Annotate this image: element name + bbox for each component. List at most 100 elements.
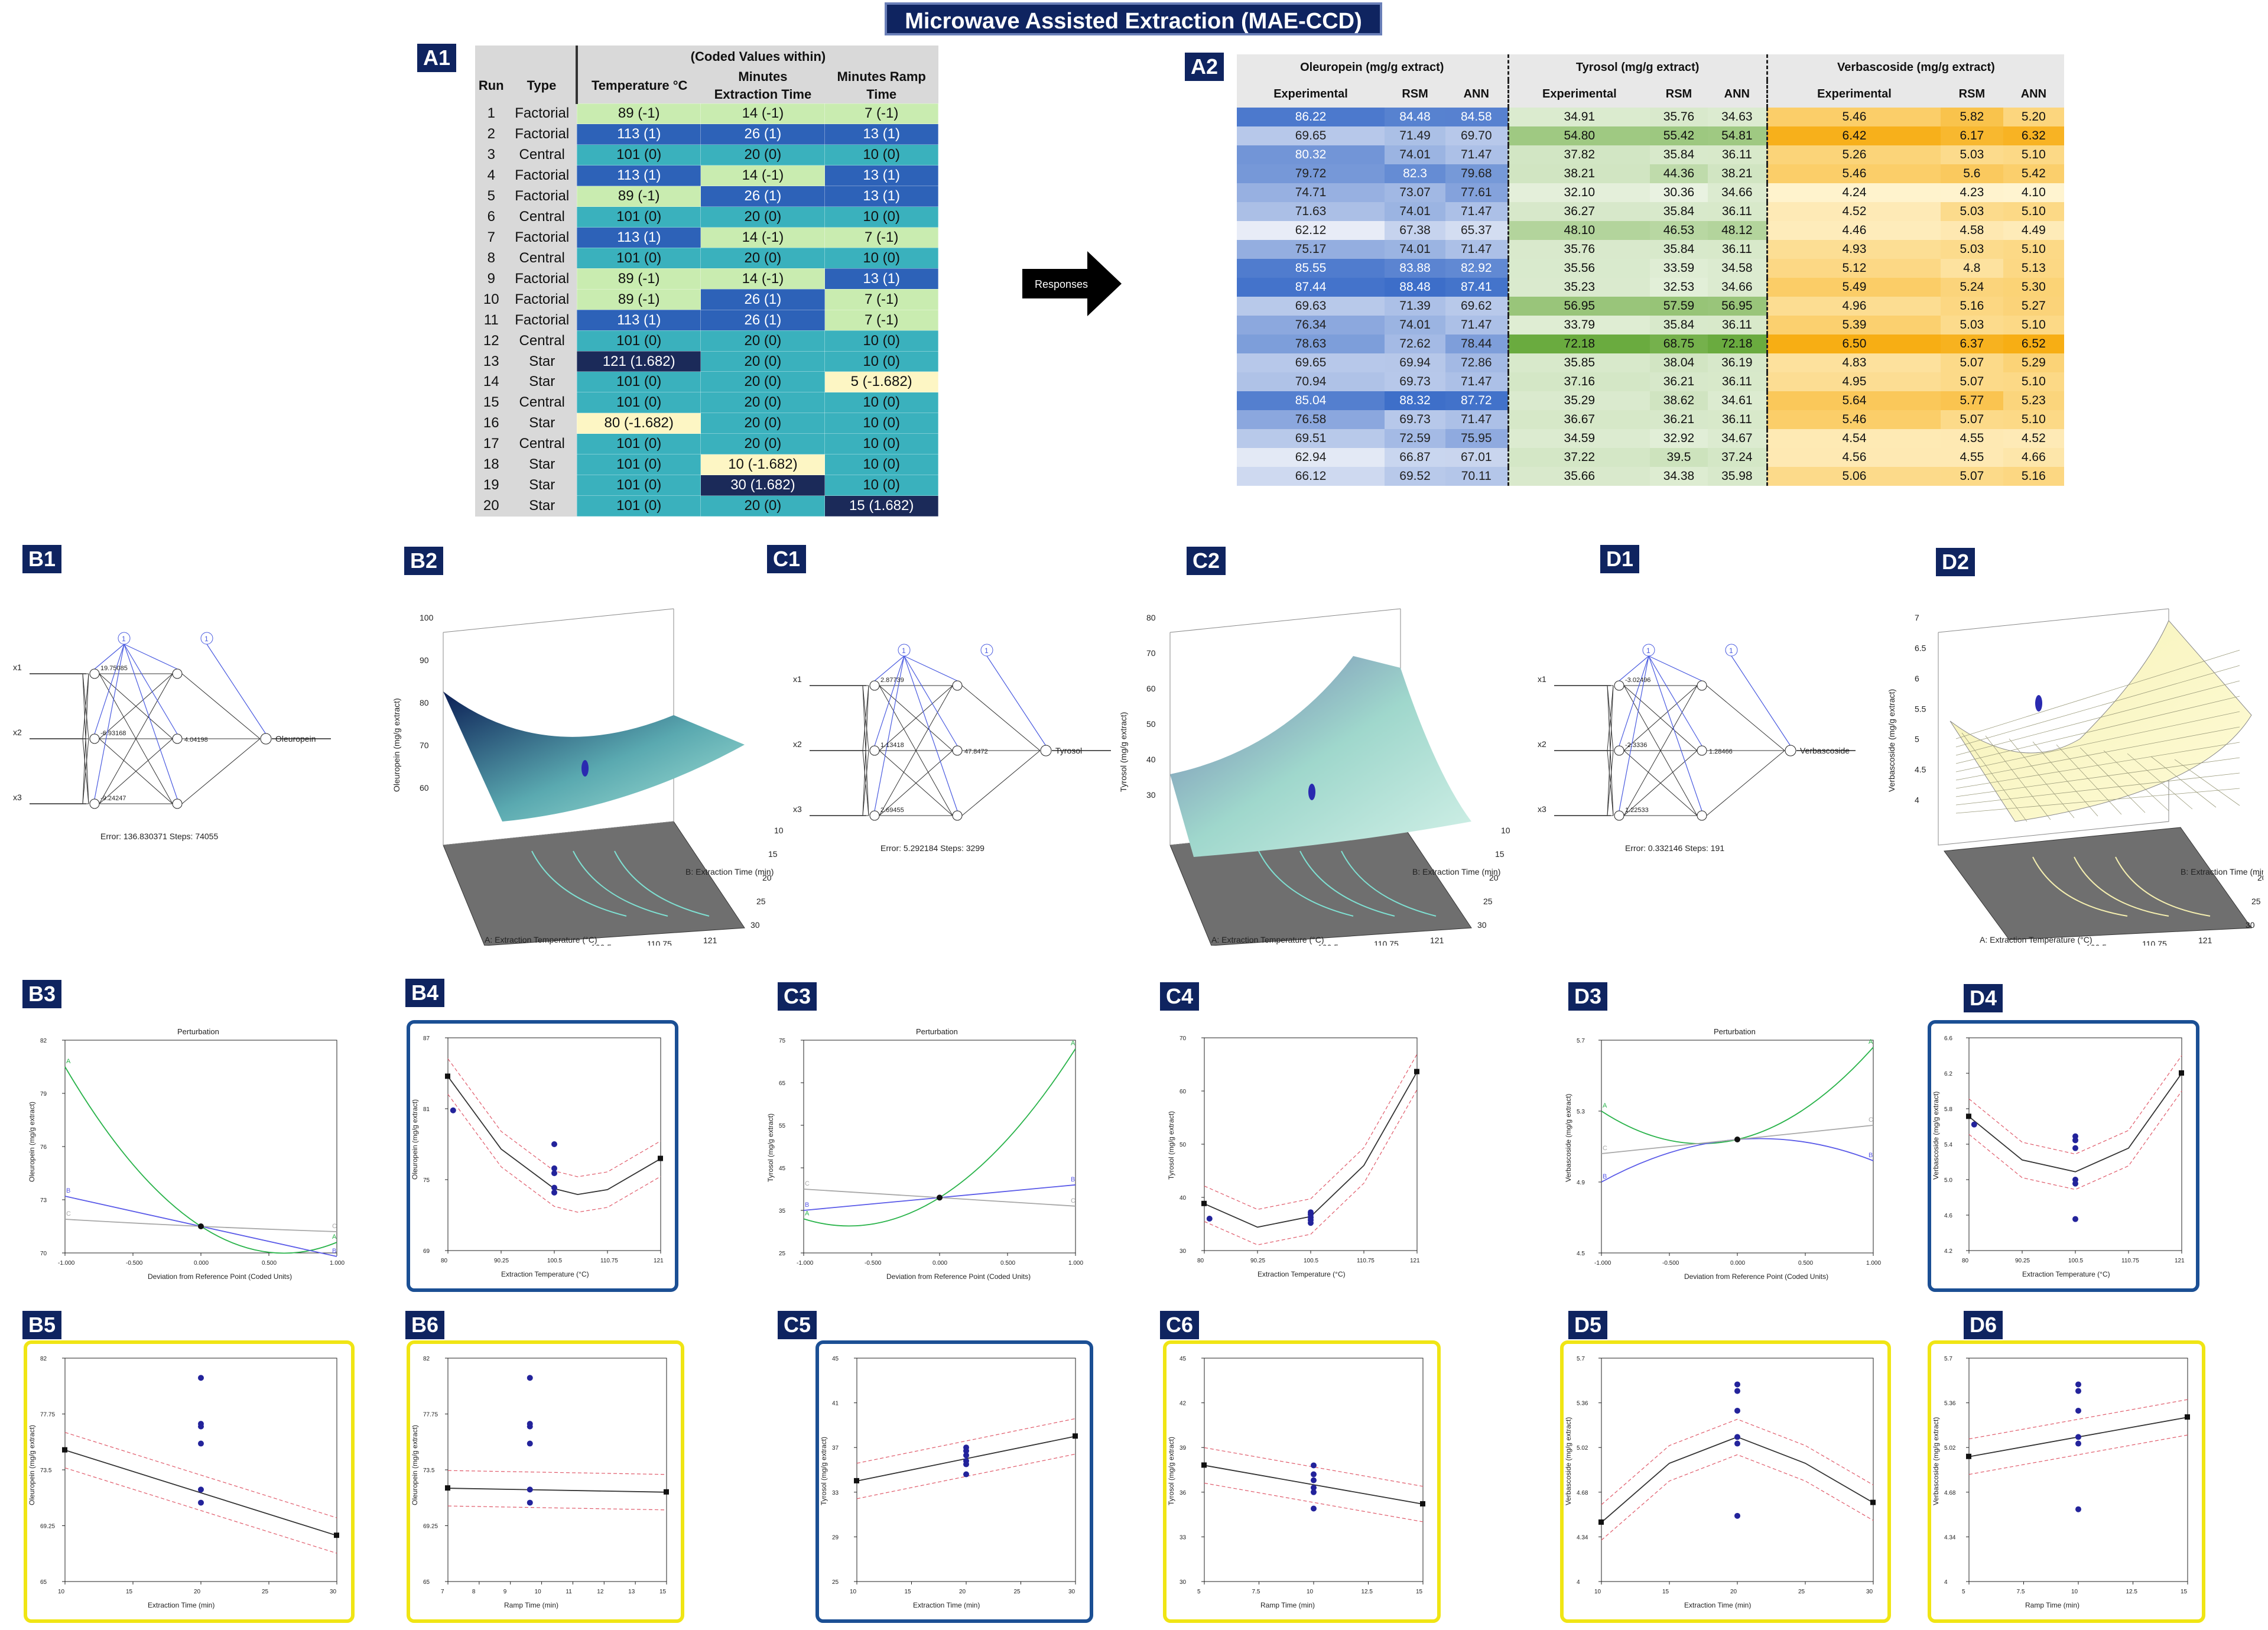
endpoint-marker	[1420, 1501, 1425, 1506]
series-label: B	[66, 1187, 70, 1194]
ci-upper	[1601, 1418, 1874, 1505]
ci-upper	[447, 1058, 661, 1177]
input-label: x2	[13, 728, 22, 737]
data-point	[1734, 1381, 1740, 1388]
mesh-line	[1955, 757, 2240, 797]
table-cell: Factorial	[515, 311, 570, 328]
table-cell: 4.55	[1941, 429, 2003, 448]
col-ramp-time-bottom: Time	[866, 86, 897, 102]
panel-label-d1: D1	[1600, 545, 1639, 573]
group-verbascoside: Verbascoside (mg/g extract)	[1766, 54, 2064, 80]
y-tick-label: 25	[1483, 897, 1493, 906]
group-tyrosol: Tyrosol (mg/g extract)	[1507, 54, 1767, 80]
x-tick-label: 8	[472, 1589, 476, 1595]
table-cell: 38.21	[1507, 164, 1650, 183]
table-row: 13 Star 121 (1.682) 20 (0) 10 (0)	[475, 350, 938, 372]
y-tick-label: 35	[779, 1208, 786, 1215]
net-edge	[1607, 750, 1614, 816]
y-tick-label: 33	[832, 1490, 839, 1496]
hidden-node	[952, 810, 963, 821]
table-cell: 5	[487, 188, 495, 204]
endpoint-marker	[658, 1155, 663, 1161]
perturbation-plot-oleuropein: Perturbation -1.000 -0.500 0.000 0.500 1.000 8…	[28, 1027, 345, 1281]
table-cell: 13 (1)	[824, 268, 938, 290]
data-point	[198, 1499, 204, 1506]
table-cell: 20 (0)	[700, 330, 826, 352]
hidden-node	[1697, 680, 1707, 691]
data-point	[198, 1486, 204, 1493]
z-tick-label: 30	[1146, 790, 1156, 800]
group-oleuropein: Oleuropein (mg/g extract)	[1237, 54, 1509, 80]
x-tick-label: 100.5	[1304, 1258, 1318, 1264]
table-cell: 69.70	[1445, 126, 1509, 145]
x-tick-label: -1.000	[1594, 1260, 1611, 1267]
y-axis-label: Tyrosol (mg/g extract)	[1167, 1437, 1175, 1505]
x-tick-label: 12	[597, 1589, 604, 1595]
y-tick-label: 50	[1180, 1142, 1187, 1148]
bias-edge	[206, 644, 267, 735]
table-cell: 75.95	[1445, 429, 1509, 448]
z-tick-label: 5.5	[1915, 704, 1926, 713]
table-cell: 35.56	[1507, 259, 1650, 278]
table-cell: 36.19	[1707, 353, 1767, 372]
y-tick-label: 6.6	[1944, 1035, 1952, 1042]
bias-edge	[874, 655, 905, 811]
table-cell: Star	[529, 456, 555, 473]
table-cell: 5.10	[2003, 316, 2064, 335]
hidden-node	[1697, 745, 1707, 756]
table-cell: 35.29	[1507, 391, 1650, 410]
table-cell: 20 (0)	[700, 144, 826, 166]
table-cell: 5.24	[1941, 278, 2003, 297]
y-tick-label: 60	[1180, 1089, 1187, 1095]
data-point	[1734, 1388, 1740, 1394]
table-cell: 34.66	[1707, 183, 1767, 202]
table-row: 5 Factorial 89 (-1) 26 (1) 13 (1)	[475, 186, 938, 207]
endpoint-marker	[1414, 1069, 1419, 1074]
table-cell: 71.47	[1445, 145, 1509, 164]
endpoint-marker	[2179, 1070, 2184, 1076]
x-tick-label: 25	[262, 1589, 269, 1595]
z-tick-label: 4	[1915, 795, 1919, 805]
plot-area	[856, 1358, 1076, 1582]
table-cell: 5.10	[2003, 202, 2064, 221]
design-point	[2035, 695, 2042, 712]
mesh-line	[1955, 711, 2240, 772]
table-row: 74.71 73.07 77.61 32.10 30.36 34.66 4.24 4.23 4.…	[1237, 183, 2064, 202]
table-cell: Central	[519, 436, 565, 452]
table-cell: 26 (1)	[700, 288, 826, 310]
endpoint-marker	[2185, 1414, 2190, 1420]
ci-upper	[1968, 1399, 2188, 1440]
bias-label: 1	[204, 635, 209, 643]
x-axis-label: Ramp Time (min)	[504, 1601, 558, 1609]
coded-values-header: (Coded Values within)	[576, 46, 938, 68]
ci-upper	[1204, 1054, 1418, 1210]
surface-plot-tyrosol: 8070605040308090.25100.5110.751213025201…	[1119, 608, 1510, 946]
table-cell: 20 (0)	[700, 247, 826, 269]
table-cell: 101 (0)	[576, 330, 701, 352]
table-cell: 35.85	[1507, 353, 1650, 372]
mesh-line	[1955, 726, 2240, 781]
plot-area	[64, 1040, 337, 1254]
table-cell: 20 (0)	[700, 371, 826, 393]
table-row: 78.63 72.62 78.44 72.18 68.75 72.18 6.50 6.37 6.…	[1237, 335, 2064, 353]
table-cell: 87.44	[1237, 278, 1385, 297]
table-cell: 5.27	[2003, 297, 2064, 316]
table-cell: 10 (0)	[824, 454, 938, 476]
table-cell: 35.23	[1507, 278, 1650, 297]
net-edge	[1607, 685, 1614, 816]
series-label: C	[1071, 1197, 1075, 1204]
table-cell: 76.58	[1237, 410, 1385, 429]
table-cell: 36.21	[1650, 372, 1708, 391]
table-cell: 5.6	[1941, 164, 2003, 183]
surface-plot-verbascoside: 76.565.554.548090.25100.5110.75121302520…	[1887, 608, 2263, 946]
input-label: x1	[793, 674, 802, 684]
design-table-body: 1 Factorial 89 (-1) 14 (-1) 7 (-1) 2 Factorial…	[475, 103, 938, 517]
ramp-time-plot-verbascoside: 5 7.5 10 12.5 15 5.7 5.36 5.02 4.68 4.34 4 Ramp Tim…	[1928, 1340, 2205, 1623]
endpoint-marker	[1201, 1200, 1207, 1206]
table-cell: 69.51	[1237, 429, 1385, 448]
weight-label: 4.04198	[184, 736, 208, 743]
panel-label-d4: D4	[1964, 984, 2003, 1012]
x-tick-label: 11	[566, 1589, 572, 1595]
net-edge	[961, 685, 1041, 751]
table-cell: 7 (-1)	[824, 288, 938, 310]
